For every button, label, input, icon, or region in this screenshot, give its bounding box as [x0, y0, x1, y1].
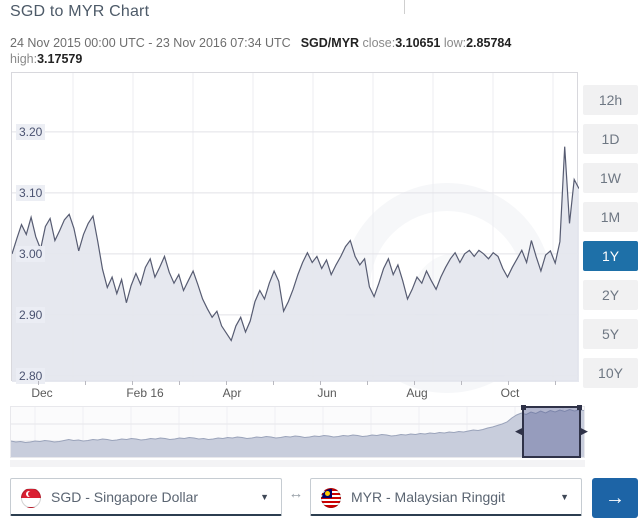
range-selector-minichart[interactable]: ◀ ▶ [10, 405, 588, 458]
low-value: 2.85784 [466, 36, 512, 50]
x-tick-label: Apr [222, 386, 242, 400]
minichart-series [11, 407, 584, 457]
x-tick-mark [85, 381, 86, 385]
range-button-1y[interactable]: 1Y [583, 241, 638, 271]
x-tick-mark [508, 381, 509, 385]
x-tick-label: Feb 16 [126, 386, 164, 400]
x-tick-mark [367, 381, 368, 385]
x-tick-mark [273, 381, 274, 385]
selection-knob-right[interactable] [577, 405, 582, 410]
chevron-down-icon: ▼ [560, 492, 569, 502]
from-currency-select[interactable]: SGD - Singapore Dollar ▼ [10, 478, 282, 516]
main-chart-plot[interactable]: 3.20 3.10 3.00 2.90 2.80 [11, 72, 579, 393]
swap-currencies-icon: ↔ [288, 485, 304, 502]
pair-label: SGD/MYR [300, 36, 360, 50]
y-tick-label: 2.80 [16, 368, 46, 384]
close-value: 3.10651 [395, 36, 441, 50]
x-tick-label: Aug [406, 386, 428, 400]
chevron-down-icon: ▼ [260, 492, 269, 502]
x-tick-label: Oct [500, 386, 520, 400]
go-button[interactable]: → [592, 478, 638, 518]
x-tick-mark [320, 381, 321, 385]
close-label: close: [362, 36, 396, 50]
x-tick-mark [132, 381, 133, 385]
y-tick-label: 2.90 [16, 307, 46, 323]
range-button-1d[interactable]: 1D [583, 124, 638, 154]
low-label: low: [443, 36, 467, 50]
x-tick-mark [555, 381, 556, 385]
singapore-flag-icon [21, 488, 41, 508]
y-tick-label: 3.00 [16, 246, 46, 262]
y-tick-label: 3.20 [16, 124, 46, 140]
range-selection[interactable]: ◀ ▶ [515, 405, 588, 458]
range-button-5y[interactable]: 5Y [583, 319, 638, 349]
x-tick-label: Dec [31, 386, 53, 400]
y-tick-label: 3.10 [16, 185, 46, 201]
to-currency-label: MYR - Malaysian Ringgit [351, 489, 506, 505]
selection-knob-left[interactable] [521, 405, 526, 410]
x-tick-mark [461, 381, 462, 385]
selection-handle-left-icon[interactable]: ◀ [515, 425, 524, 438]
minichart-baseline [10, 460, 585, 467]
malaysia-flag-icon [321, 488, 341, 508]
x-tick-mark [414, 381, 415, 385]
high-label: high: [10, 52, 38, 66]
range-button-2y[interactable]: 2Y [583, 280, 638, 310]
selection-handle-right-icon[interactable]: ▶ [579, 425, 588, 438]
x-axis: Dec Feb 16 Apr Jun Aug Oct [11, 381, 578, 403]
x-tick-mark [226, 381, 227, 385]
chart-summary: 24 Nov 2015 00:00 UTC - 23 Nov 2016 07:3… [10, 35, 632, 67]
from-currency-label: SGD - Singapore Dollar [51, 489, 199, 505]
range-button-1m[interactable]: 1M [583, 202, 638, 232]
to-currency-select[interactable]: MYR - Malaysian Ringgit ▼ [310, 478, 582, 516]
page-title: SGD to MYR Chart [10, 3, 150, 20]
x-tick-mark [179, 381, 180, 385]
range-button-12h[interactable]: 12h [583, 85, 638, 115]
x-tick-mark [38, 381, 39, 385]
high-value: 3.17579 [37, 52, 83, 66]
price-series-area [12, 73, 579, 382]
range-button-10y[interactable]: 10Y [583, 358, 638, 388]
date-range: 24 Nov 2015 00:00 UTC - 23 Nov 2016 07:3… [10, 36, 291, 50]
range-button-1w[interactable]: 1W [583, 163, 638, 193]
top-divider [404, 0, 405, 14]
x-tick-label: Jun [317, 386, 337, 400]
